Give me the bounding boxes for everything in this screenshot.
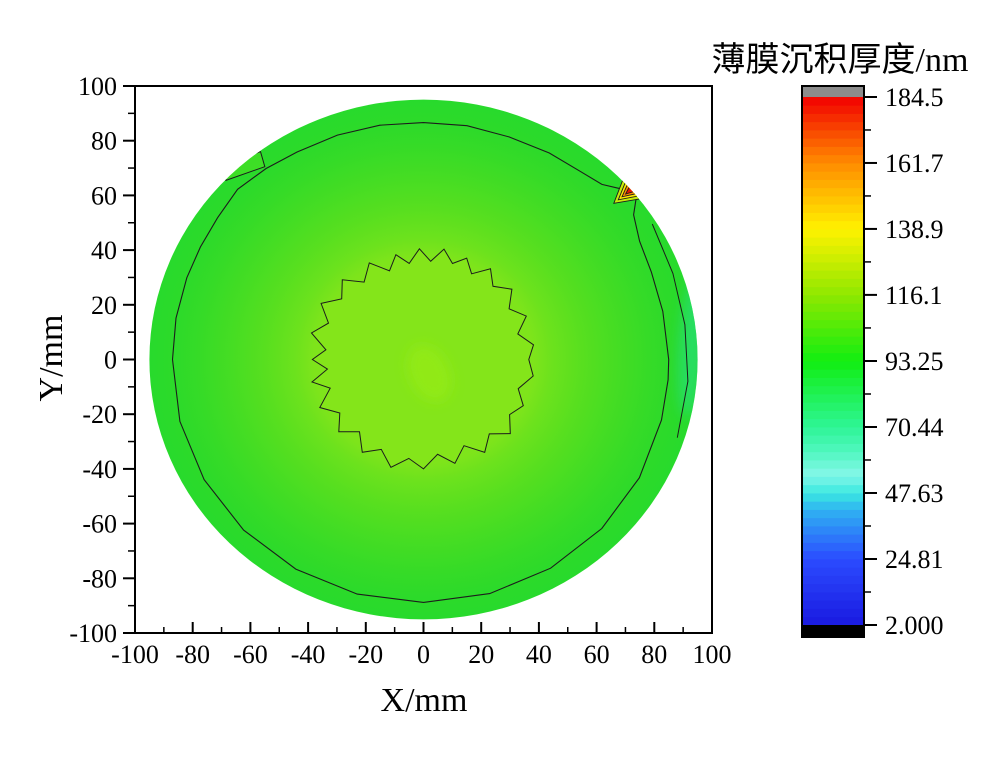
colorbar-tick-label: 161.7 [885,149,944,178]
x-tick-label: 20 [468,640,494,669]
y-tick-label: 80 [91,127,117,156]
colorbar-tick-label: 24.81 [885,545,944,574]
colorbar-under-cap [802,625,864,637]
y-tick-label: 60 [91,181,117,210]
center-patch [406,344,452,402]
colorbar-tick-label: 2.000 [885,611,944,640]
x-axis-label: X/mm [380,682,468,719]
x-tick-label: 100 [693,640,732,669]
y-tick-label: -20 [82,400,117,429]
edge-cool-patch [677,274,698,417]
y-tick-label: -80 [82,564,117,593]
x-tick-label: 0 [417,640,430,669]
y-tick-label: -40 [82,455,117,484]
x-tick-label: 80 [641,640,667,669]
colorbar-tick-label: 47.63 [885,479,944,508]
x-tick-label: -20 [348,640,383,669]
colorbar-tick-label: 116.1 [885,281,943,310]
colorbar-over-cap [802,86,864,97]
edge-contour-arc [651,223,689,438]
colorbar-title: 薄膜沉积厚度/nm [711,42,969,79]
y-tick-label: 100 [78,72,117,101]
x-tick-label: -100 [111,640,159,669]
x-tick-label: -40 [291,640,326,669]
y-tick-label: 40 [91,236,117,265]
y-tick-label: -60 [82,510,117,539]
y-tick-label: -100 [69,619,117,648]
x-tick-label: 60 [584,640,610,669]
y-tick-label: 20 [91,291,117,320]
colorbar-tick-label: 70.44 [885,413,944,442]
colorbar-tick-label: 138.9 [885,215,944,244]
x-tick-label: -80 [175,640,210,669]
colorbar-tick-label: 93.25 [885,347,944,376]
x-tick-label: -60 [233,640,268,669]
y-tick-label: 0 [104,346,117,375]
colorbar-tick-label: 184.5 [885,83,944,112]
x-tick-label: 40 [526,640,552,669]
